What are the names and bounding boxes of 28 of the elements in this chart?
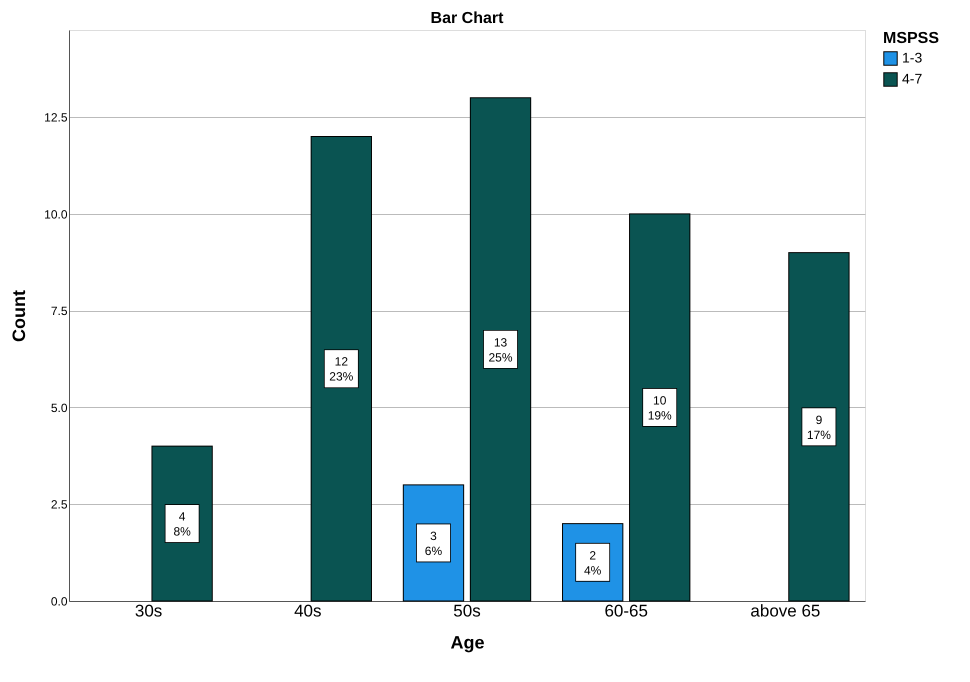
x-axis-title: Age (450, 632, 485, 652)
bar (629, 213, 690, 602)
y-tick-label: 10.0 (44, 207, 68, 222)
bar (470, 97, 532, 602)
data-label: 10 19% (648, 393, 672, 422)
chart-title: Bar Chart (430, 10, 504, 27)
x-tick-label: above 65 (750, 602, 820, 620)
y-tick-label: 5.0 (50, 400, 68, 415)
data-label: 9 17% (806, 412, 832, 442)
data-label: 12 23% (329, 354, 354, 384)
data-label: 4 8% (173, 510, 192, 539)
y-tick-label: 12.5 (44, 110, 68, 125)
bar (788, 252, 850, 602)
bar (310, 136, 372, 602)
data-label: 2 4% (584, 548, 602, 578)
x-tick-label: 30s (134, 602, 162, 620)
legend-label: 4-7 (902, 70, 922, 86)
legend-label: 1-3 (902, 50, 922, 66)
data-label: 13 25% (488, 335, 513, 364)
y-tick-label: 2.5 (50, 498, 68, 512)
y-tick-label: 0.0 (50, 594, 68, 608)
x-tick-label: 50s (453, 602, 481, 620)
y-axis-title: Count (9, 290, 30, 342)
x-tick-label: 60-65 (604, 602, 648, 620)
legend-title: MSPSS (883, 30, 940, 47)
x-tick-label: 40s (294, 602, 322, 620)
data-label: 3 6% (424, 528, 442, 558)
y-tick-label: 7.5 (50, 304, 68, 318)
